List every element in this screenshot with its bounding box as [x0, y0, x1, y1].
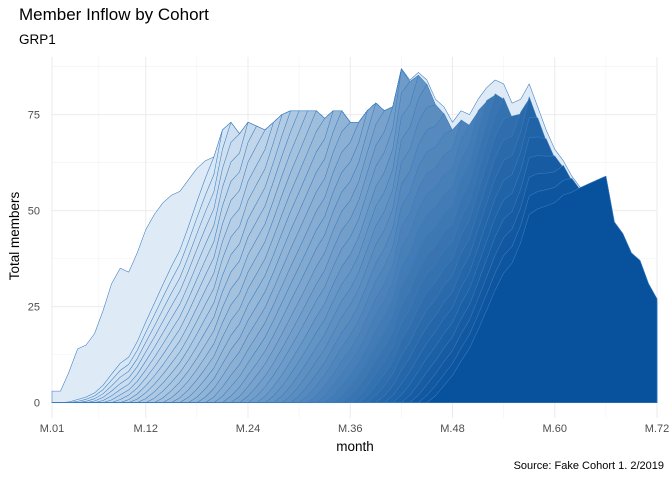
y-axis-ticks: 0 25 50 75 — [28, 110, 40, 410]
y-tick-label: 50 — [28, 206, 40, 218]
x-tick-label: M.72 — [645, 423, 669, 435]
x-tick-label: M.60 — [543, 423, 567, 435]
cohort-area — [51, 175, 658, 403]
x-axis-ticks: M.01 M.12 M.24 M.36 M.48 M.60 M.72 — [40, 423, 669, 435]
y-axis-title: Total members — [7, 191, 22, 280]
y-tick-label: 75 — [28, 110, 40, 122]
y-tick-label: 25 — [28, 302, 40, 314]
cohort-areas — [51, 68, 658, 403]
chart-subtitle: GRP1 — [19, 32, 56, 47]
chart-title: Member Inflow by Cohort — [19, 5, 209, 24]
x-tick-label: M.24 — [236, 423, 260, 435]
y-tick-label: 0 — [34, 398, 40, 410]
x-tick-label: M.01 — [40, 423, 64, 435]
chart-caption: Source: Fake Cohort 1. 2/2019 — [513, 460, 664, 472]
x-tick-label: M.12 — [133, 423, 157, 435]
x-tick-label: M.36 — [338, 423, 362, 435]
x-tick-label: M.48 — [440, 423, 464, 435]
x-axis-title: month — [336, 439, 374, 454]
